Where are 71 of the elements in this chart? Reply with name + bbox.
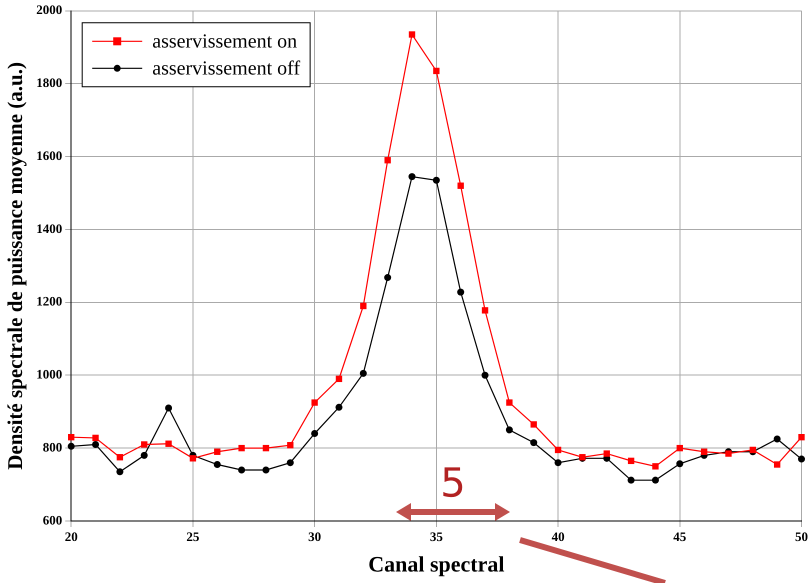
point bbox=[774, 461, 780, 468]
y-tick-label: 600 bbox=[42, 512, 62, 528]
x-tick-label: 35 bbox=[430, 529, 444, 544]
point bbox=[604, 450, 610, 457]
point bbox=[482, 372, 489, 379]
point bbox=[336, 376, 342, 382]
y-tick-label: 1800 bbox=[36, 75, 62, 90]
point bbox=[530, 439, 538, 446]
point bbox=[68, 442, 75, 450]
point bbox=[238, 444, 245, 452]
y-tick-label: 1000 bbox=[36, 366, 62, 382]
point bbox=[116, 454, 124, 460]
x-axis-title: Canal spectral bbox=[368, 551, 504, 576]
y-tick-label: 1400 bbox=[36, 220, 62, 236]
point bbox=[506, 399, 513, 406]
point bbox=[311, 430, 318, 438]
point bbox=[506, 426, 513, 434]
y-tick-label: 2000 bbox=[36, 2, 62, 18]
point bbox=[287, 442, 294, 448]
point bbox=[141, 441, 148, 448]
point bbox=[190, 455, 196, 462]
point bbox=[458, 182, 464, 189]
point bbox=[360, 302, 366, 310]
point bbox=[457, 288, 464, 296]
point bbox=[652, 463, 659, 470]
y-tick-label: 800 bbox=[42, 439, 62, 454]
point bbox=[433, 68, 440, 74]
annotation: 5 bbox=[440, 460, 466, 506]
point bbox=[482, 307, 488, 314]
point bbox=[116, 468, 124, 476]
point bbox=[360, 370, 367, 377]
point bbox=[68, 434, 74, 440]
y-axis-title: Densité spectrale de puissance moyenne (a.u.) bbox=[3, 62, 28, 470]
point bbox=[432, 176, 440, 184]
point bbox=[530, 421, 537, 428]
point bbox=[165, 440, 172, 447]
point bbox=[214, 461, 221, 468]
point bbox=[384, 274, 392, 282]
point bbox=[774, 436, 781, 443]
point bbox=[92, 440, 100, 448]
point bbox=[262, 466, 270, 474]
point bbox=[311, 399, 318, 406]
point bbox=[140, 452, 148, 459]
point bbox=[92, 434, 99, 442]
point bbox=[554, 459, 562, 466]
point bbox=[676, 444, 683, 452]
x-tick-label: 40 bbox=[552, 529, 565, 544]
x-tick-label: 45 bbox=[673, 529, 687, 544]
point bbox=[238, 466, 246, 474]
point bbox=[652, 476, 659, 484]
point bbox=[262, 444, 270, 452]
x-tick-label: 50 bbox=[795, 529, 808, 544]
legend-label: asservissement off bbox=[152, 58, 300, 80]
legend-label: asservissement on bbox=[152, 30, 298, 53]
point bbox=[700, 448, 708, 455]
point bbox=[628, 458, 634, 464]
x-tick-label: 20 bbox=[64, 529, 78, 544]
point bbox=[384, 157, 391, 164]
point bbox=[798, 434, 805, 440]
point bbox=[676, 460, 684, 468]
point bbox=[335, 404, 342, 411]
point bbox=[798, 456, 805, 463]
y-tick-label: 1600 bbox=[36, 148, 62, 163]
x-tick-label: 30 bbox=[308, 529, 322, 544]
point bbox=[286, 459, 294, 466]
point bbox=[628, 476, 635, 484]
point bbox=[165, 404, 172, 412]
y-tick-label: 1200 bbox=[36, 294, 62, 309]
x-tick-label: 25 bbox=[186, 529, 200, 544]
point bbox=[408, 173, 416, 180]
point bbox=[214, 448, 220, 455]
